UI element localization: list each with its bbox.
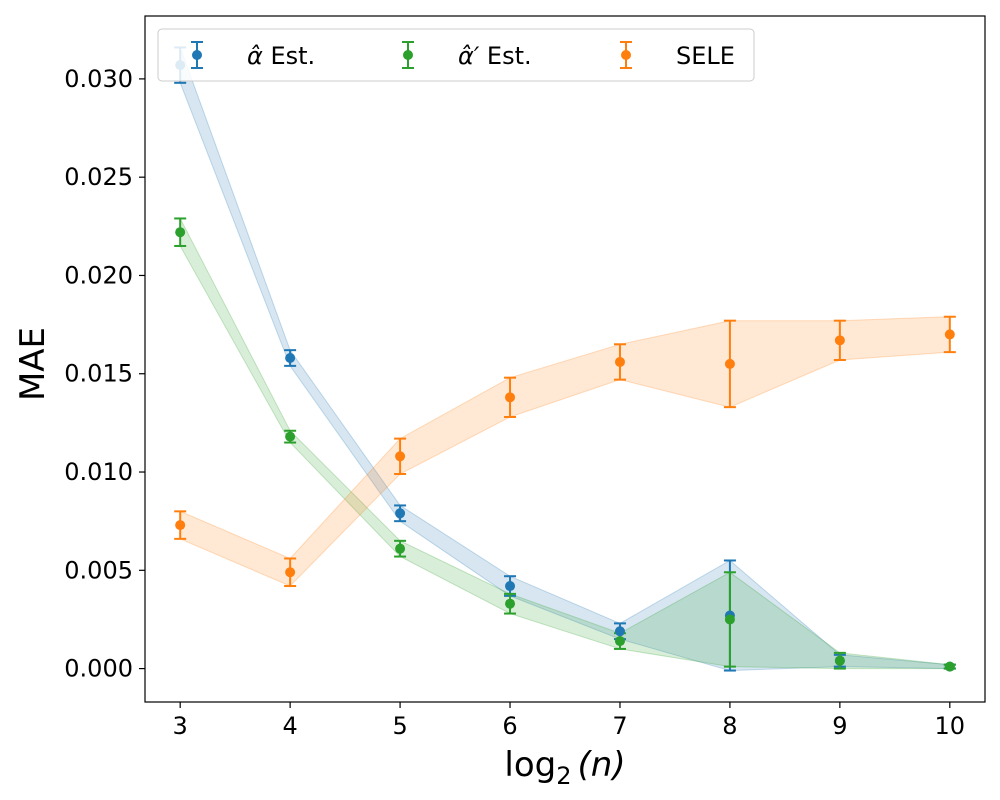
point-alpha-hat-prime-8 xyxy=(724,614,735,625)
legend-marker xyxy=(620,41,632,69)
legend-text: SELE xyxy=(676,42,735,70)
x-tick-label: 9 xyxy=(832,712,847,740)
x-tick-label: 8 xyxy=(722,712,737,740)
y-tick-label: 0.010 xyxy=(64,458,133,486)
legend-item-sele: SELE xyxy=(620,41,735,70)
point-sele-10 xyxy=(944,329,955,340)
x-tick-label: 7 xyxy=(612,712,627,740)
legend-item-alpha-hat: α̂ Est. xyxy=(191,41,315,70)
legend-label: α̂′ Est. xyxy=(458,42,532,70)
point-sele-9 xyxy=(834,335,845,346)
x-axis-label-arg: (n) xyxy=(578,745,626,785)
y-tick-label: 0.025 xyxy=(64,163,133,191)
y-tick-label: 0.030 xyxy=(64,65,133,93)
point-alpha-hat-prime-3 xyxy=(175,227,186,238)
y-tick-label: 0.020 xyxy=(64,261,133,289)
legend-box xyxy=(157,28,755,82)
point-alpha-hat-prime-10 xyxy=(944,661,955,672)
legend-symbol: α̂′ xyxy=(458,42,487,70)
legend-marker xyxy=(191,41,203,69)
legend: α̂ Est. α̂′ Est. SELE xyxy=(157,28,755,82)
point-alpha-hat-prime-4 xyxy=(285,431,296,442)
x-tick-label: 10 xyxy=(935,712,966,740)
point-sele-5 xyxy=(395,451,406,462)
point-sele-4 xyxy=(285,567,296,578)
point-alpha-hat-prime-7 xyxy=(614,636,625,647)
y-axis-label: MAE xyxy=(13,327,53,401)
y-tick-label: 0.015 xyxy=(64,360,133,388)
point-alpha-hat-prime-9 xyxy=(834,655,845,666)
point-sele-3 xyxy=(175,520,186,531)
point-sele-6 xyxy=(505,392,516,403)
legend-label: SELE xyxy=(676,42,735,70)
y-tick-label: 0.005 xyxy=(64,556,133,584)
legend-symbol: α̂ xyxy=(247,42,270,70)
legend-marker-dot xyxy=(192,50,202,60)
band-sele xyxy=(179,316,951,587)
legend-marker xyxy=(402,41,414,69)
x-axis-label: log2 (n) xyxy=(504,745,625,790)
legend-marker-dot xyxy=(621,50,631,60)
y-tick-label: 0.000 xyxy=(64,655,133,683)
x-tick-label: 6 xyxy=(502,712,517,740)
point-sele-8 xyxy=(724,358,735,369)
legend-text: Est. xyxy=(487,42,532,70)
legend-item-alpha-hat-prime: α̂′ Est. xyxy=(402,41,532,70)
point-alpha-hat-6 xyxy=(505,581,516,592)
plot-frame xyxy=(144,15,986,703)
legend-text: Est. xyxy=(270,42,315,70)
point-alpha-hat-7 xyxy=(614,626,625,637)
x-tick-label: 3 xyxy=(173,712,188,740)
point-alpha-hat-5 xyxy=(395,508,406,519)
legend-label: α̂ Est. xyxy=(247,42,315,70)
x-axis-label-base: 2 xyxy=(556,762,571,790)
y-axis-ticks: 0.000 0.005 0.010 0.015 0.020 0.025 0.030 xyxy=(64,65,145,683)
point-alpha-hat-prime-5 xyxy=(395,543,406,554)
point-sele-7 xyxy=(614,356,625,367)
point-alpha-hat-prime-6 xyxy=(505,598,516,609)
point-alpha-hat-4 xyxy=(285,353,296,364)
x-axis-ticks: 3 4 5 6 7 8 9 10 xyxy=(173,702,966,740)
x-tick-label: 5 xyxy=(392,712,407,740)
x-axis-label-log: log xyxy=(504,745,556,785)
legend-marker-dot xyxy=(403,50,413,60)
x-tick-label: 4 xyxy=(282,712,297,740)
